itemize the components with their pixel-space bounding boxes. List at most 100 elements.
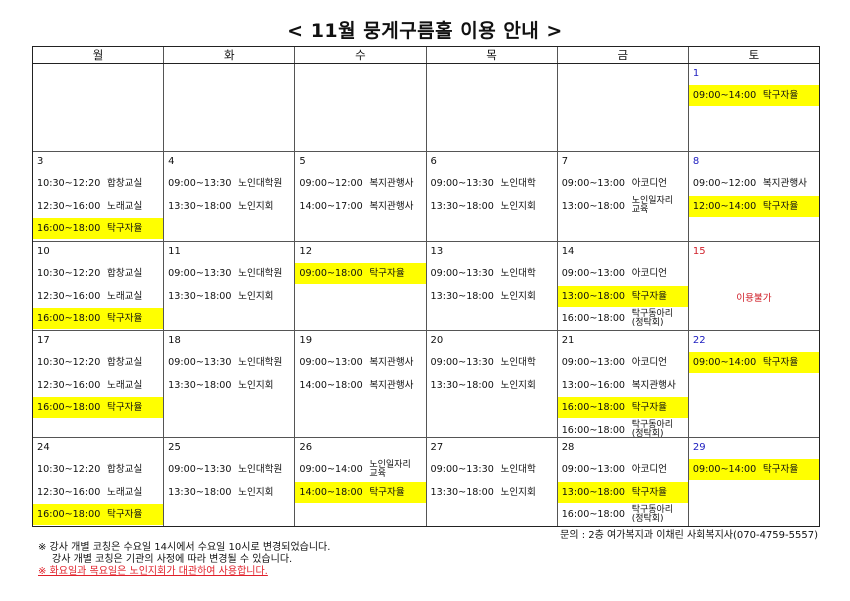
schedule-entry: 16:00~18:00 탁구자율 [33,308,164,329]
entry-time: 13:30~18:00 [168,486,232,498]
day-number: 24 [37,442,50,453]
entry-label: 복지관행사 [762,178,807,189]
entry-label: 탁구자율 [107,313,143,324]
entry-time: 16:00~18:00 [37,509,101,520]
entry-label: 노인대학 [500,178,536,189]
entry-label: 합창교실 [107,178,143,189]
schedule-entry: 09:00~12:00 복지관행사 [689,173,819,194]
entry-label: 복지관행사 [369,200,414,212]
entry-label: 노래교실 [107,486,143,498]
entry-label: 노인지회 [238,200,274,212]
schedule-entry: 13:30~18:00 노인지회 [164,482,294,503]
entry-time: 09:00~13:00 [561,178,626,189]
entry-time: 10:30~12:20 [37,268,101,279]
schedule-entry: 13:30~18:00 노인지회 [164,375,294,396]
entry-time: 12:30~16:00 [37,290,101,302]
entry-time: 16:00~18:00 [37,223,101,234]
entry-label: 합창교실 [107,357,143,368]
schedule-entry: 16:00~18:00 탁구동아리 (정탁회) [558,308,688,329]
schedule-entry: 16:00~18:00 탁구동아리 (정탁회) [558,504,688,525]
day-cell [294,64,425,151]
schedule-entry: 16:00~18:00 탁구자율 [33,397,164,418]
weekday-fri: 금 [556,47,688,63]
entry-time: 09:00~13:30 [430,357,494,368]
schedule-entry: 09:00~12:00 복지관행사 [295,173,425,194]
schedule-entry: 13:00~18:00 노인일자리 교육 [558,196,688,217]
schedule-entry: 09:00~13:00 복지관행사 [295,352,425,373]
day-number: 22 [692,335,706,346]
schedule-entry: 09:00~13:30 노인대학 [427,173,557,194]
entry-label: 노인대학원 [238,357,283,368]
week-row: 24 10:30~12:20 합창교실 12:30~16:00 노래교실 16:00~18… [33,438,820,526]
week-row: 1 09:00~14:00 탁구자율 [33,64,820,152]
entry-label: 아코디언 [631,357,667,368]
day-cell: 5 09:00~12:00 복지관행사 14:00~17:00 복지관행사 [294,152,425,241]
entry-time: 14:00~17:00 [299,200,363,212]
note-1: ※ 강사 개별 코칭은 수요일 14시에서 수요일 10시로 변경되었습니다. [38,542,331,553]
entry-time: 09:00~13:00 [299,357,363,368]
entry-time: 16:00~18:00 [37,402,101,413]
day-number: 7 [561,156,569,167]
entry-label: 노인지회 [238,290,274,302]
entry-label: 탁구자율 [369,268,405,279]
day-cell: 26 09:00~14:00 노인일자리 교육 14:00~18:00 탁구자율 [294,438,426,526]
entry-time: 09:00~13:30 [168,464,232,475]
day-number: 1 [692,68,700,79]
day-number: 5 [299,156,306,167]
entry-time: 09:00~14:00 [299,464,363,475]
day-number: 19 [299,335,313,346]
entry-time: 09:00~13:30 [430,178,494,189]
day-cell: 24 10:30~12:20 합창교실 12:30~16:00 노래교실 16:00~18… [33,438,164,526]
schedule-entry: 12:30~16:00 노래교실 [33,482,163,503]
schedule-entry: 09:00~14:00 탁구자율 [688,85,820,106]
day-cell: 15 이용불가 [687,242,819,330]
entry-label: 노인지회 [500,200,536,212]
entry-label: 탁구동아리 (정탁회) [631,420,674,438]
day-cell: 1 09:00~14:00 탁구자율 [687,64,820,151]
day-number: 27 [430,442,444,453]
day-number: 3 [37,156,44,167]
entry-time: 12:30~16:00 [37,379,101,391]
entry-label: 노인대학 [500,464,536,475]
schedule-entry: 09:00~13:30 노인대학 [427,352,557,373]
entry-time: 13:30~18:00 [430,290,494,302]
schedule-entry: 09:00~14:00 탁구자율 [688,459,820,480]
schedule-entry: 13:30~18:00 노인지회 [164,286,294,307]
entry-label: 탁구자율 [369,486,405,498]
entry-label: 노래교실 [107,290,143,302]
entry-label: 탁구자율 [631,486,667,498]
schedule-entry: 12:30~16:00 노래교실 [33,375,163,396]
schedule-entry: 09:00~13:30 노인대학 [427,459,557,480]
calendar: 월 화 수 목 금 토 1 09:00~14:00 탁구자율 3 10:30~12:20… [32,46,820,527]
entry-label: 탁구자율 [107,509,143,520]
week-row: 3 10:30~12:20 합창교실 12:30~16:00 노래교실 16:00~18:… [33,152,820,242]
entry-label: 노인대학원 [238,268,283,279]
schedule-entry: 09:00~13:30 노인대학원 [164,459,294,480]
schedule-entry: 13:00~16:00 복지관행사 [558,375,688,396]
schedule-entry: 10:30~12:20 합창교실 [33,352,163,373]
day-cell: 19 09:00~13:00 복지관행사 14:00~18:00 복지관행사 [294,331,425,437]
entry-time: 10:30~12:20 [37,464,101,475]
entry-label: 합창교실 [107,268,143,279]
weekday-thu: 목 [425,47,557,63]
entry-time: 13:30~18:00 [168,379,232,391]
schedule-entry: 09:00~13:00 아코디언 [558,352,688,373]
day-cell: 14 09:00~13:00 아코디언 13:00~18:00 탁구자율 16:00~18… [556,242,688,330]
entry-time: 09:00~13:30 [168,268,232,279]
day-cell: 20 09:00~13:30 노인대학 13:30~18:00 노인지회 [425,331,557,437]
schedule-entry: 16:00~18:00 탁구동아리 (정탁회) [558,420,688,438]
weekday-wed: 수 [294,47,425,63]
day-number: 17 [37,335,50,346]
entry-time: 13:30~18:00 [168,200,232,212]
schedule-entry: 09:00~13:00 아코디언 [558,263,688,284]
entry-time: 09:00~13:30 [430,268,494,279]
schedule-entry: 09:00~13:30 노인대학원 [164,263,294,284]
day-number: 12 [299,246,313,257]
day-number: 8 [692,156,700,167]
entry-label: 아코디언 [631,464,667,475]
entry-label: 탁구동아리 (정탁회) [631,504,674,524]
entry-time: 13:00~18:00 [561,486,626,498]
schedule-entry: 13:00~18:00 탁구자율 [557,285,688,307]
entry-label: 노인대학원 [238,178,283,189]
schedule-entry: 16:00~18:00 탁구자율 [557,397,688,418]
